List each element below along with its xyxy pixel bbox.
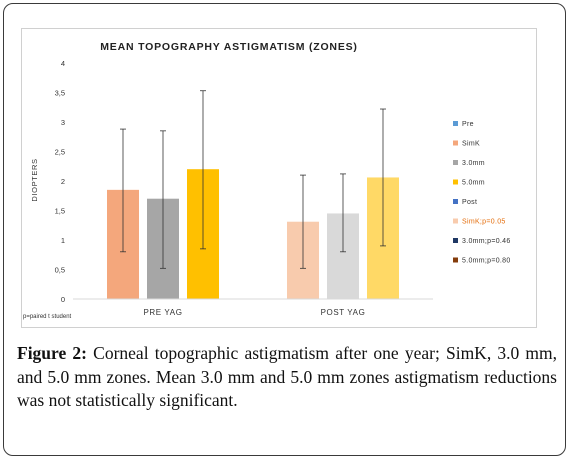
y-tick-label: 1 xyxy=(61,236,65,245)
legend-swatch xyxy=(453,160,458,165)
legend-label: 3.0mm;p=0.46 xyxy=(462,238,511,245)
y-tick-label: 3,5 xyxy=(55,89,65,98)
x-axis-ticks: PRE YAG POST YAG xyxy=(143,308,366,317)
chart-border xyxy=(21,28,537,328)
footnote: p=paired t student xyxy=(23,314,72,320)
legend-swatch xyxy=(453,199,458,204)
y-tick-label: 1,5 xyxy=(55,207,65,216)
legend-label: 5.0mm;p=0.80 xyxy=(462,258,511,265)
caption-text: Corneal topographic astigmatism after on… xyxy=(17,343,557,410)
error-bars-group xyxy=(120,90,386,269)
y-tick-label: 0 xyxy=(61,295,65,304)
chart-area: MEAN TOPOGRAPHY ASTIGMATISM (ZONES) DIOP… xyxy=(21,28,537,328)
legend-label: SimK;p=0.05 xyxy=(462,219,506,226)
y-tick-label: 2,5 xyxy=(55,148,65,157)
figure-caption: Figure 2: Corneal topographic astigmatis… xyxy=(17,342,557,413)
x-tick-label: PRE YAG xyxy=(143,308,182,317)
legend-swatch xyxy=(453,238,458,243)
legend-swatch xyxy=(453,218,458,224)
legend-label: 3.0mm xyxy=(462,160,485,167)
y-tick-label: 3 xyxy=(61,118,65,127)
legend-label: SimK xyxy=(462,141,480,148)
caption-label: Figure 2: xyxy=(17,343,87,363)
legend-label: Pre xyxy=(462,121,474,128)
legend-label: Post xyxy=(462,199,477,206)
legend-swatch xyxy=(453,257,458,263)
y-tick-label: 2 xyxy=(61,177,65,186)
legend-swatch xyxy=(453,179,458,185)
y-tick-label: 4 xyxy=(61,59,65,68)
y-tick-label: 0,5 xyxy=(55,266,65,275)
legend: Pre SimK 3.0mm 5.0mm Post SimK;p=0.05 3.0mm;p=… xyxy=(453,121,511,265)
chart-title: MEAN TOPOGRAPHY ASTIGMATISM (ZONES) xyxy=(100,41,357,53)
bar-chart: MEAN TOPOGRAPHY ASTIGMATISM (ZONES) DIOP… xyxy=(21,28,537,328)
x-tick-label: POST YAG xyxy=(321,308,366,317)
legend-swatch xyxy=(453,140,458,146)
legend-swatch xyxy=(453,121,458,126)
legend-label: 5.0mm xyxy=(462,180,485,187)
y-axis-ticks: 0 0,5 1 1,5 2 2,5 3 3,5 4 xyxy=(55,59,65,304)
y-axis-label: DIOPTERS xyxy=(30,158,39,201)
